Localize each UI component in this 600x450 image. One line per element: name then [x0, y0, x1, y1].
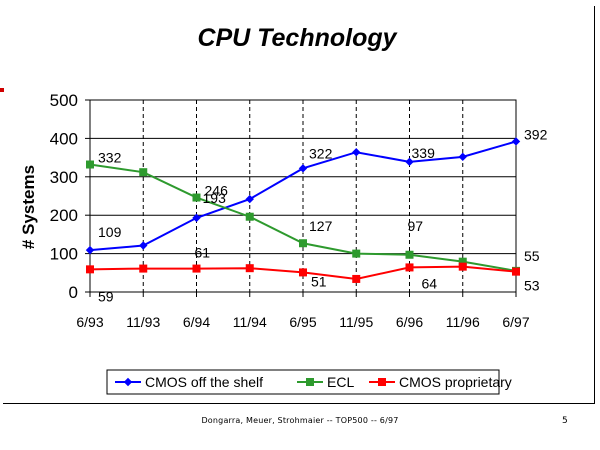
- data-point: [352, 148, 361, 157]
- data-label: 392: [524, 126, 548, 142]
- data-point: [299, 268, 307, 277]
- data-label: 109: [98, 224, 122, 240]
- data-label: 322: [309, 145, 333, 161]
- data-label: 61: [195, 245, 211, 261]
- data-label: 55: [524, 248, 540, 264]
- y-tick-label: 500: [50, 91, 78, 110]
- data-label: 53: [524, 278, 540, 294]
- data-point: [352, 274, 361, 283]
- data-point: [512, 267, 520, 276]
- data-point: [245, 212, 254, 221]
- slide-footer: Dongarra, Meuer, Strohmaier -- TOP500 --…: [201, 416, 399, 425]
- x-tick-label: 6/94: [183, 314, 210, 330]
- data-point: [86, 265, 94, 274]
- data-point: [405, 263, 414, 272]
- chart-title: CPU Technology: [197, 24, 397, 52]
- x-tick-label: 6/95: [289, 314, 316, 330]
- series-layer: [85, 137, 521, 283]
- data-point: [245, 264, 254, 273]
- x-tick-label: 6/93: [76, 314, 103, 330]
- legend: CMOS off the shelf ECL CMOS proprietary: [106, 369, 512, 395]
- data-point: [405, 250, 414, 259]
- y-axis-label: # Systems: [19, 165, 38, 249]
- y-tick-label: 200: [50, 206, 78, 225]
- data-label: 59: [98, 288, 114, 304]
- data-point: [85, 245, 95, 255]
- data-point: [245, 194, 254, 204]
- data-point: [86, 160, 94, 169]
- x-tick-label: 11/94: [233, 314, 267, 330]
- data-point: [511, 137, 521, 146]
- y-tick-label: 0: [69, 283, 78, 302]
- data-label: 339: [412, 145, 436, 161]
- data-point: [139, 241, 148, 250]
- data-label: 97: [408, 218, 424, 234]
- legend-label: CMOS off the shelf: [145, 374, 263, 390]
- y-tick-label: 100: [50, 245, 78, 264]
- x-tick-label: 6/96: [396, 314, 423, 330]
- legend-label: ECL: [327, 374, 354, 390]
- page-number: 5: [562, 416, 568, 426]
- data-point: [458, 262, 467, 271]
- data-point: [139, 264, 148, 273]
- legend-swatch-marker: [123, 377, 133, 387]
- accent-mark: [0, 88, 4, 92]
- x-tick-label: 11/93: [126, 314, 160, 330]
- y-tick-label: 300: [50, 168, 78, 187]
- data-label: 193: [203, 190, 227, 206]
- data-label-layer: 109 193 322 339 392 332 246 127 97 55 59 61 51 64 53: [98, 126, 548, 304]
- data-label: 64: [422, 275, 438, 291]
- x-tick-label: 11/95: [339, 314, 373, 330]
- legend-swatch-marker: [306, 378, 314, 386]
- plot-border: [89, 99, 517, 293]
- data-label: 332: [98, 150, 122, 166]
- data-point: [139, 168, 148, 177]
- data-point: [299, 239, 307, 248]
- data-point: [352, 249, 361, 258]
- slide-frame: [3, 6, 595, 404]
- x-tick-label: 11/96: [446, 314, 480, 330]
- data-label: 246: [205, 183, 229, 199]
- legend-swatch-marker: [378, 378, 386, 386]
- data-point: [405, 157, 414, 167]
- data-point: [458, 152, 467, 162]
- data-point: [192, 193, 201, 202]
- data-point: [298, 164, 308, 173]
- y-tick-label: 400: [50, 129, 78, 148]
- data-point: [192, 264, 201, 273]
- axis-layer: 0 100 200 300 400 500 6/93 11/93 6/94 11/94 6/95 11…: [50, 91, 530, 330]
- legend-label: CMOS proprietary: [399, 374, 512, 390]
- grid-layer: [90, 99, 516, 292]
- data-point: [192, 213, 201, 223]
- x-tick-label: 6/97: [502, 314, 529, 330]
- data-label: 51: [311, 273, 327, 289]
- data-label: 127: [309, 218, 333, 234]
